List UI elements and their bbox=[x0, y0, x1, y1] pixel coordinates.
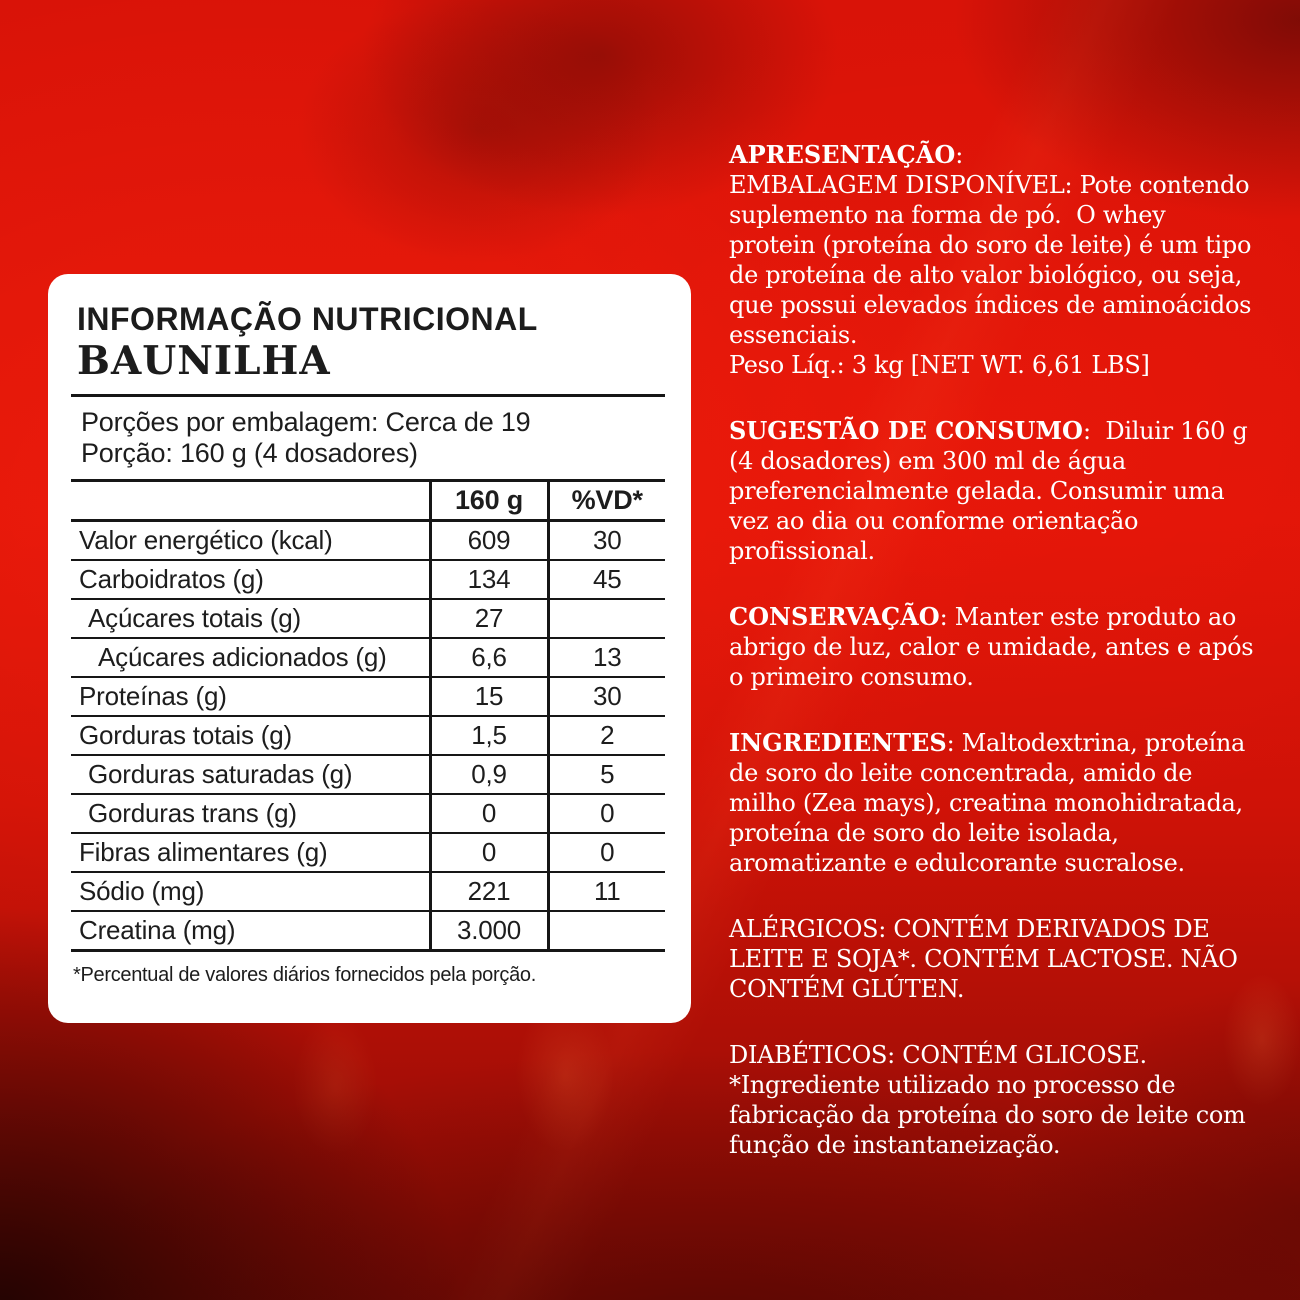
row-amount: 6,6 bbox=[428, 638, 548, 677]
table-row: Gorduras saturadas (g) 0,9 5 bbox=[71, 755, 665, 794]
column-header-amount: 160 g bbox=[428, 480, 548, 521]
row-label: Açúcares totais (g) bbox=[88, 603, 301, 633]
section-body: ALÉRGICOS: CONTÉM DERIVADOS DE LEITE E S… bbox=[729, 915, 1238, 1003]
row-amount: 0,9 bbox=[428, 755, 548, 794]
info-section-apresentacao: APRESENTAÇÃO: EMBALAGEM DISPONÍVEL: Pote… bbox=[729, 140, 1269, 380]
info-section-alergicos: ALÉRGICOS: CONTÉM DERIVADOS DE LEITE E S… bbox=[729, 914, 1269, 1004]
row-amount: 27 bbox=[428, 599, 548, 638]
row-label: Fibras alimentares (g) bbox=[79, 837, 328, 867]
page-title: INFORMAÇÃO NUTRICIONAL bbox=[77, 301, 538, 337]
divider bbox=[71, 394, 665, 397]
table-row: Gorduras totais (g) 1,5 2 bbox=[71, 716, 665, 755]
row-amount: 0 bbox=[428, 833, 548, 872]
table-row: Creatina (mg) 3.000 bbox=[71, 911, 665, 951]
table-row: Gorduras trans (g) 0 0 bbox=[71, 794, 665, 833]
row-amount: 15 bbox=[428, 677, 548, 716]
row-amount: 221 bbox=[428, 872, 548, 911]
column-header-blank bbox=[71, 481, 430, 521]
row-vd: 11 bbox=[546, 872, 665, 911]
table-row: Proteínas (g) 15 30 bbox=[71, 677, 665, 716]
section-heading: SUGESTÃO DE CONSUMO bbox=[729, 416, 1083, 445]
row-label: Gorduras trans (g) bbox=[88, 798, 297, 828]
row-vd bbox=[546, 599, 665, 638]
table-row: Sódio (mg) 221 11 bbox=[71, 872, 665, 911]
row-vd: 5 bbox=[546, 755, 665, 794]
table-row: Valor energético (kcal) 609 30 bbox=[71, 520, 665, 560]
row-amount: 1,5 bbox=[428, 716, 548, 755]
row-label: Proteínas (g) bbox=[79, 681, 227, 711]
section-heading: CONSERVAÇÃO bbox=[729, 602, 940, 631]
section-body: : Manter este produto ao abrigo de luz, … bbox=[729, 603, 1254, 691]
info-panel: APRESENTAÇÃO: EMBALAGEM DISPONÍVEL: Pote… bbox=[729, 140, 1269, 1196]
section-heading: APRESENTAÇÃO bbox=[729, 140, 956, 169]
section-heading: INGREDIENTES bbox=[729, 728, 947, 757]
table-row: Açúcares totais (g) 27 bbox=[71, 599, 665, 638]
row-vd: 0 bbox=[546, 833, 665, 872]
info-section-conservacao: CONSERVAÇÃO: Manter este produto ao abri… bbox=[729, 602, 1269, 692]
table-row: Carboidratos (g) 134 45 bbox=[71, 560, 665, 599]
row-label: Creatina (mg) bbox=[79, 915, 236, 945]
row-vd bbox=[546, 911, 665, 951]
section-body: DIABÉTICOS: CONTÉM GLICOSE. *Ingrediente… bbox=[729, 1041, 1246, 1159]
row-vd: 13 bbox=[546, 638, 665, 677]
nutrition-card: INFORMAÇÃO NUTRICIONAL BAUNILHA Porções … bbox=[48, 274, 691, 1023]
row-label: Gorduras totais (g) bbox=[79, 720, 292, 750]
section-body: : Diluir 160 g (4 dosadores) em 300 ml d… bbox=[729, 417, 1248, 565]
servings-text: Porções por embalagem: Cerca de 19 Porçã… bbox=[81, 407, 531, 468]
row-label: Valor energético (kcal) bbox=[79, 525, 333, 555]
flavor-title: BAUNILHA bbox=[77, 338, 331, 384]
section-body: : EMBALAGEM DISPONÍVEL: Pote contendo su… bbox=[729, 141, 1252, 379]
row-label: Gorduras saturadas (g) bbox=[88, 759, 353, 789]
nutrition-table: 160 g %VD* Valor energético (kcal) 609 3… bbox=[71, 479, 665, 952]
row-vd: 2 bbox=[546, 716, 665, 755]
table-header-row: 160 g %VD* bbox=[71, 480, 665, 521]
row-label: Carboidratos (g) bbox=[79, 564, 264, 594]
row-amount: 3.000 bbox=[428, 911, 548, 951]
info-section-ingredientes: INGREDIENTES: Maltodextrina, proteína de… bbox=[729, 728, 1269, 878]
info-section-sugestao-de-consumo: SUGESTÃO DE CONSUMO: Diluir 160 g (4 dos… bbox=[729, 416, 1269, 566]
table-row: Fibras alimentares (g) 0 0 bbox=[71, 833, 665, 872]
section-body: : Maltodextrina, proteína de soro do lei… bbox=[729, 729, 1246, 877]
row-amount: 134 bbox=[428, 560, 548, 599]
table-row: Açúcares adicionados (g) 6,6 13 bbox=[71, 638, 665, 677]
row-label: Açúcares adicionados (g) bbox=[98, 642, 387, 672]
row-label: Sódio (mg) bbox=[79, 876, 205, 906]
row-vd: 30 bbox=[546, 520, 665, 560]
row-amount: 609 bbox=[428, 520, 548, 560]
row-vd: 0 bbox=[546, 794, 665, 833]
row-vd: 45 bbox=[546, 560, 665, 599]
table-footnote: *Percentual de valores diários fornecido… bbox=[73, 964, 536, 986]
row-vd: 30 bbox=[546, 677, 665, 716]
row-amount: 0 bbox=[428, 794, 548, 833]
info-section-diabeticos: DIABÉTICOS: CONTÉM GLICOSE. *Ingrediente… bbox=[729, 1040, 1269, 1160]
column-header-vd: %VD* bbox=[546, 480, 665, 521]
